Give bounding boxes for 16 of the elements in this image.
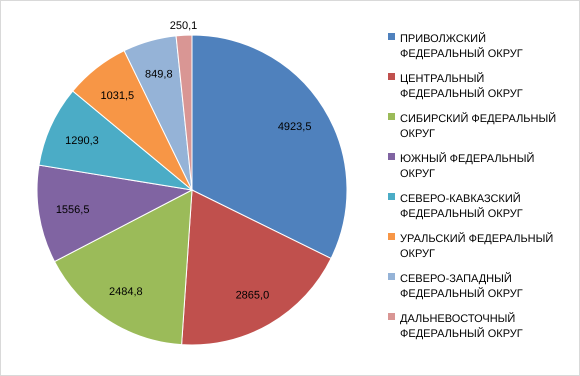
data-label: 849,8: [145, 68, 173, 81]
data-label: 1031,5: [100, 90, 134, 102]
legend-label: УРАЛЬСКИЙ ФЕДЕРАЛЬНЫЙ ОКРУГ: [400, 232, 554, 260]
legend-label: СИБИРСКИЙ ФЕДЕРАЛЬНЫЙ ОКРУГ: [400, 112, 556, 140]
legend-label: ПРИВОЛЖСКИЙ ФЕДЕРАЛЬНЫЙ ОКРУГ: [400, 32, 523, 60]
legend-label: СЕВЕРО-КАВКАЗСКИЙ ФЕДЕРАЛЬНЫЙ ОКРУГ: [400, 192, 523, 220]
legend-label: СЕВЕРО-ЗАПАДНЫЙ ФЕДЕРАЛЬНЫЙ ОКРУГ: [400, 272, 523, 300]
legend-label: ДАЛЬНЕВОСТОЧНЫЙ ФЕДЕРАЛЬНЫЙ ОКРУГ: [400, 312, 523, 340]
data-label: 250,1: [170, 20, 198, 32]
legend-label: ЦЕНТРАЛЬНЫЙ ФЕДЕРАЛЬНЫЙ ОКРУГ: [400, 72, 523, 100]
data-label: 4923,5: [278, 120, 312, 133]
data-label: 1556,5: [56, 204, 90, 216]
data-label: 2484,8: [109, 286, 143, 298]
data-label: 2865,0: [236, 290, 270, 302]
legend-label: ЮЖНЫЙ ФЕДЕРАЛЬНЫЙ ОКРУГ: [400, 152, 534, 180]
data-label: 1290,3: [65, 134, 99, 147]
